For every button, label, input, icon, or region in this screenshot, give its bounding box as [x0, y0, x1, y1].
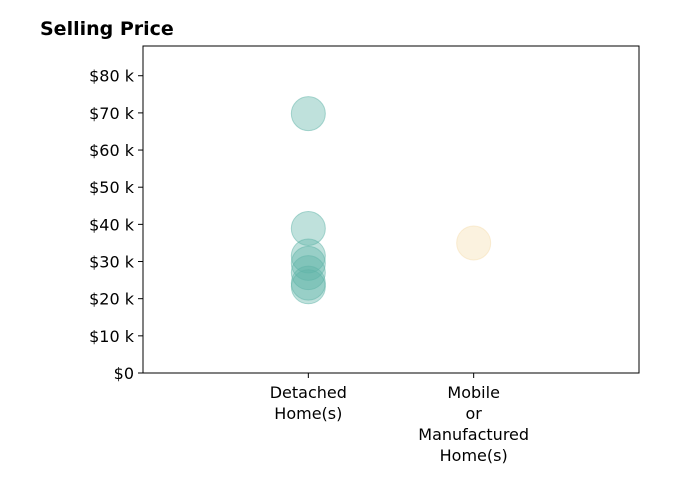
y-tick-label: $50 k — [89, 178, 135, 197]
y-tick-label: $60 k — [89, 141, 135, 160]
data-point — [290, 269, 326, 305]
y-tick-label: $30 k — [89, 253, 135, 272]
plot-area — [142, 45, 640, 374]
y-tick-label: $70 k — [89, 104, 135, 123]
x-tick-label: Detached — [270, 383, 347, 402]
x-tick-label: Manufactured — [418, 425, 529, 444]
data-point — [290, 210, 326, 246]
x-tick-label: Home(s) — [274, 404, 342, 423]
data-points — [290, 96, 492, 305]
x-tick-label: Home(s) — [440, 446, 508, 465]
y-tick-label: $20 k — [89, 290, 135, 309]
x-tick-label: Mobile — [447, 383, 499, 402]
y-tick-label: $10 k — [89, 327, 135, 346]
data-point — [290, 255, 326, 291]
x-axis: Detached Home(s) Mobile or Manufactured Home(… — [270, 373, 529, 465]
y-tick-label: $0 — [114, 364, 134, 383]
data-point — [290, 96, 326, 132]
y-tick-label: $40 k — [89, 215, 135, 234]
data-point — [456, 225, 492, 261]
chart-title: Selling Price — [40, 18, 174, 40]
y-axis: $0 $10 k $20 k $30 k $40 k $50 k $60 k $70 k $80… — [89, 67, 143, 383]
x-tick-label: or — [465, 404, 482, 423]
y-tick-label: $80 k — [89, 67, 135, 86]
